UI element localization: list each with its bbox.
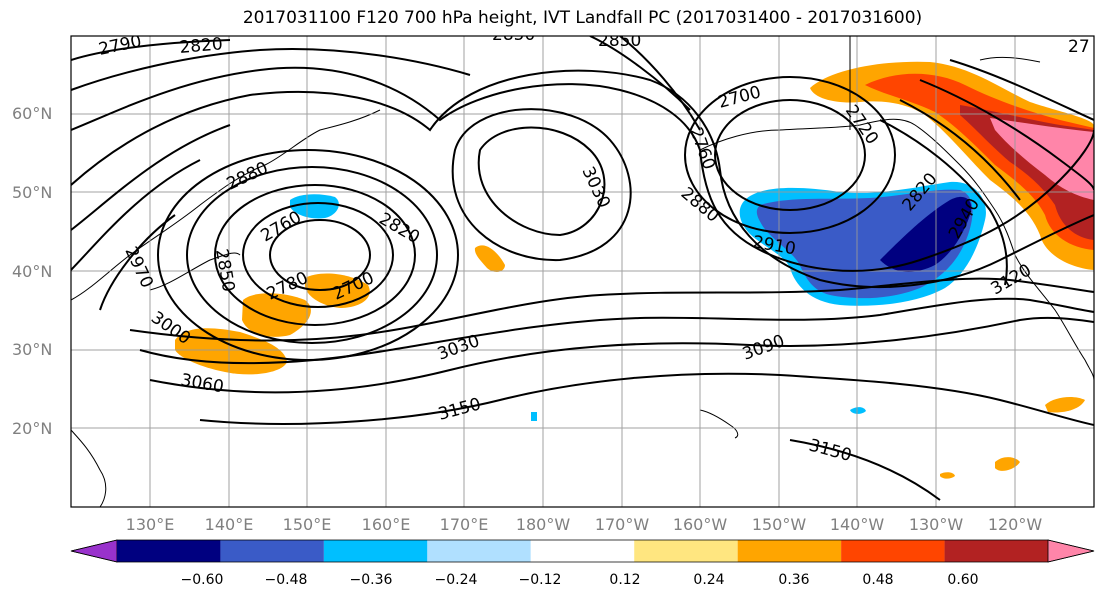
lat-label-30: 30°N (12, 340, 53, 359)
lon-label: 140°W (829, 515, 885, 534)
lat-label-40: 40°N (12, 262, 53, 281)
colorbar-tick-label: 0.48 (862, 572, 894, 588)
colorbar-tick-label: −0.12 (518, 572, 562, 588)
colorbar-segment (117, 540, 221, 562)
colorbar (70, 539, 1095, 563)
colorbar-segment (841, 540, 945, 562)
lon-label: 130°W (908, 515, 964, 534)
map-border (70, 35, 1095, 508)
colorbar-outline (70, 539, 1095, 563)
lon-label: 150°W (751, 515, 807, 534)
lon-label: 160°E (361, 515, 411, 534)
contour-label: 27 (1068, 37, 1090, 57)
colorbar-tick-label: −0.48 (264, 572, 308, 588)
colorbar-tick-label: 0.12 (609, 572, 641, 588)
colorbar-tick-label: 0.36 (778, 572, 810, 588)
lon-label: 180°W (515, 515, 571, 534)
contour-label: 2820 (179, 34, 224, 58)
lon-label: 150°E (282, 515, 332, 534)
lon-label: 170°W (594, 515, 650, 534)
lon-label: 170°E (439, 515, 489, 534)
colorbar-tick-label: −0.24 (434, 572, 478, 588)
lat-label-60: 60°N (12, 104, 53, 123)
colorbar-segment (634, 540, 738, 562)
lon-label: 160°W (672, 515, 728, 534)
contour-label: 2850 (492, 25, 535, 45)
lon-label: 120°W (987, 515, 1043, 534)
colorbar-segment (323, 540, 428, 562)
contour-label: 2850 (598, 31, 641, 51)
colorbar-tick-label: 0.24 (693, 572, 725, 588)
colorbar-segment (944, 540, 1048, 562)
colorbar-extend-min (70, 539, 118, 563)
colorbar-segment (220, 540, 324, 562)
colorbar-segment (530, 540, 635, 562)
lon-label: 130°E (125, 515, 175, 534)
lat-label-20: 20°N (12, 419, 53, 438)
lat-label-50: 50°N (12, 183, 53, 202)
map-title: 2017031100 F120 700 hPa height, IVT Land… (242, 8, 923, 28)
lon-label: 140°E (204, 515, 254, 534)
colorbar-tick-label: 0.60 (947, 572, 979, 588)
colorbar-extend-max (1047, 539, 1095, 563)
colorbar-tick-label: −0.60 (180, 572, 224, 588)
colorbar-segment (427, 540, 531, 562)
coastlines (71, 36, 1094, 507)
height-contours (71, 36, 1094, 501)
colorbar-segment (737, 540, 842, 562)
colorbar-tick-label: −0.36 (349, 572, 393, 588)
